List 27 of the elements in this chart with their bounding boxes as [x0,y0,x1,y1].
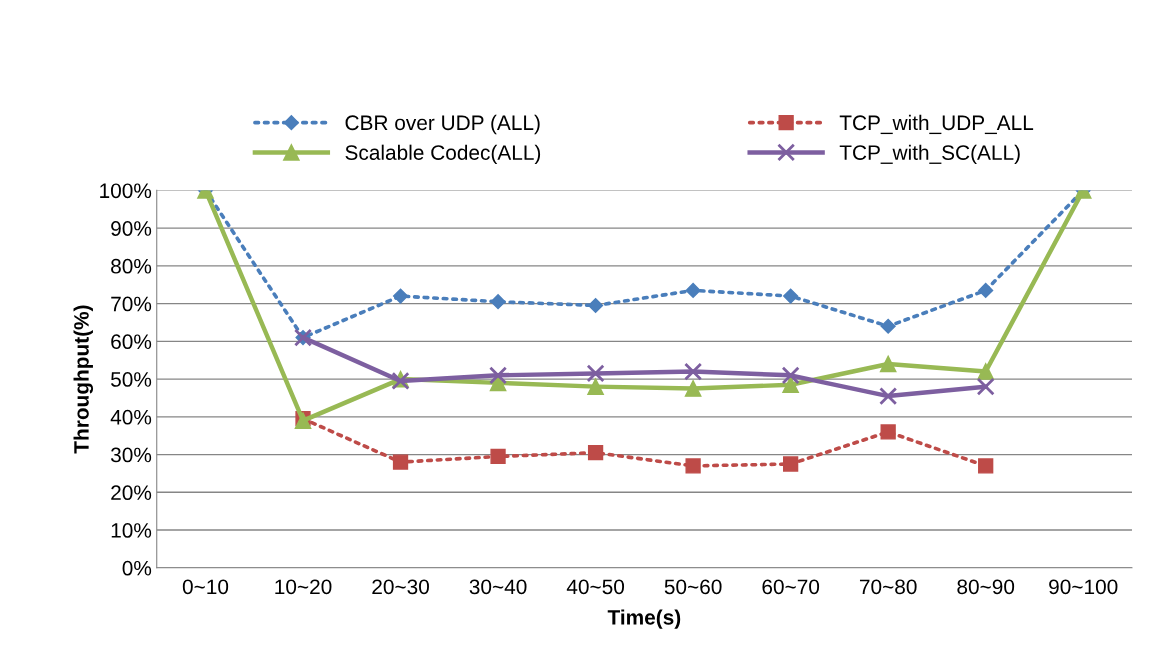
y-tick-label: 100% [100,183,152,199]
legend-label: TCP_with_SC(ALL) [839,144,1020,165]
x-tick-label: 0~10 [182,579,229,595]
legend-label: TCP_with_UDP_ALL [839,114,1034,135]
x-tick-label: 30~40 [469,579,527,595]
x-tick-label: 40~50 [566,579,625,595]
x-tick-label: 10~20 [275,579,332,595]
x-tick-label: 50~60 [664,579,722,595]
y-tick-label: 0% [122,560,152,576]
x-axis-title: Time(s) [607,609,681,629]
x-tick-label: 60~70 [762,579,820,595]
legend-label: Scalable Codec(ALL) [345,144,541,165]
y-tick-label: 10% [111,523,152,538]
y-tick-label: 50% [111,372,152,387]
x-tick-label: 90~100 [1049,579,1118,595]
x-tick-label: 80~90 [957,579,1015,595]
x-tick-label: 20~30 [372,579,429,595]
y-tick-label: 60% [111,334,152,350]
y-tick-label: 70% [111,296,152,312]
legend-label: CBR over UDP (ALL) [345,114,540,135]
y-axis-title: Throughput(%) [73,305,94,454]
y-tick-label: 80% [111,258,152,274]
y-tick-label: 30% [110,447,152,463]
x-tick-label: 70~80 [859,579,917,595]
y-tick-label: 20% [111,485,152,501]
y-tick-label: 90% [111,221,152,236]
y-tick-label: 40% [110,409,152,425]
